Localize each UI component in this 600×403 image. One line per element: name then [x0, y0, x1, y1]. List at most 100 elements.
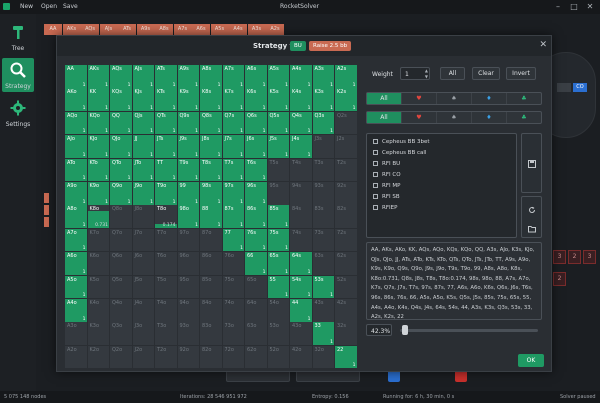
hand-cell[interactable]: TT 1 [155, 158, 177, 182]
hand-cell[interactable]: 94s [290, 182, 312, 205]
hand-cell[interactable]: JTs 1 [155, 135, 177, 158]
checkbox-icon[interactable] [373, 205, 378, 210]
spin-down-icon[interactable]: ▼ [424, 74, 428, 79]
hand-cell[interactable]: 82s [335, 205, 357, 228]
hand-list-text[interactable]: AA, AKs, AKo, KK, AQs, AQo, KQs, KQo, QQ… [366, 242, 542, 320]
hand-cell[interactable]: T6s 1 [245, 158, 267, 182]
hand-cell[interactable]: AQs 1 [110, 65, 132, 88]
hand-cell[interactable]: 92s [335, 182, 357, 205]
hand-cell[interactable]: Q8o [110, 205, 132, 228]
checkbox-icon[interactable] [373, 194, 378, 199]
hand-cell[interactable]: T4o [155, 299, 177, 322]
hand-cell[interactable]: 95o [177, 275, 199, 299]
hand-cell[interactable]: T7s 1 [222, 158, 244, 182]
hand-cell[interactable]: J8s 1 [200, 135, 222, 158]
hand-cell[interactable]: 63s [312, 252, 334, 275]
checkbox-icon[interactable] [373, 150, 378, 155]
hand-cell[interactable]: 44 1 [290, 299, 312, 322]
hand-cell[interactable]: A7o 1 [65, 228, 87, 252]
preset-item[interactable]: RFI BU [373, 161, 400, 167]
hand-cell[interactable]: K4s 1 [290, 88, 312, 111]
preset-item[interactable]: Cepheus BB call [373, 150, 426, 156]
hand-cell[interactable]: 73o [222, 322, 244, 345]
hand-cell[interactable]: K2s 1 [335, 88, 357, 111]
hand-cell[interactable]: A3o [65, 322, 87, 345]
hand-cell[interactable]: Q7o [110, 228, 132, 252]
nav-tree[interactable]: Tree [2, 20, 34, 54]
hand-cell[interactable]: K8o 0.731 [87, 205, 109, 228]
hand-cell[interactable]: 98s 1 [200, 182, 222, 205]
hand-cell[interactable]: 76o [222, 252, 244, 275]
hand-cell[interactable]: AKo 1 [65, 88, 87, 111]
hand-cell[interactable]: 85s 1 [267, 205, 289, 228]
hand-cell[interactable]: K5o [87, 275, 109, 299]
hand-cell[interactable]: K9o 1 [87, 182, 109, 205]
suit-all-button[interactable]: All [367, 93, 402, 104]
hand-cell[interactable]: 43s [312, 299, 334, 322]
hand-cell[interactable]: A5o 1 [65, 275, 87, 299]
weight-input[interactable]: 1 ▲ ▼ [400, 67, 430, 80]
hand-cell[interactable]: T7o [155, 228, 177, 252]
hand-cell[interactable]: Q7s 1 [222, 111, 244, 135]
hand-cell[interactable]: KJo 1 [87, 135, 109, 158]
hand-cell[interactable]: 82o [200, 345, 222, 369]
hand-cell[interactable]: QJs 1 [132, 111, 154, 135]
hand-cell[interactable]: 75o [222, 275, 244, 299]
hand-cell[interactable]: JTo 1 [132, 158, 154, 182]
hand-cell[interactable]: 97o [177, 228, 199, 252]
hand-cell[interactable]: T8s 1 [200, 158, 222, 182]
percent-field[interactable]: 42.3% [366, 324, 392, 336]
hand-cell[interactable]: T2o [155, 345, 177, 369]
hand-cell[interactable]: QTs 1 [155, 111, 177, 135]
hand-cell[interactable]: AJo 1 [65, 135, 87, 158]
hand-cell[interactable]: 98o 1 [177, 205, 199, 228]
hand-cell[interactable]: J3s [312, 135, 334, 158]
hand-cell[interactable]: AA 1 [65, 65, 87, 88]
hand-cell[interactable]: 54s 1 [290, 275, 312, 299]
preset-list[interactable]: Cepheus BB 3bet Cepheus BB call RFI BU RFI … [366, 133, 517, 238]
spade-icon[interactable]: ♠ [437, 112, 472, 123]
hand-cell[interactable]: Q5o [110, 275, 132, 299]
hand-cell[interactable]: T8o 0.174 [155, 205, 177, 228]
hand-cell[interactable]: 96o [177, 252, 199, 275]
hand-cell[interactable]: 92o [177, 345, 199, 369]
menu-open[interactable]: Open [41, 3, 58, 10]
checkbox-icon[interactable] [373, 139, 378, 144]
hand-cell[interactable]: J6o [132, 252, 154, 275]
hand-cell[interactable]: KTs 1 [155, 88, 177, 111]
hand-cell[interactable]: AKs 1 [87, 65, 109, 88]
hand-cell[interactable]: 42s [335, 299, 357, 322]
hand-cell[interactable]: 83o [200, 322, 222, 345]
hand-cell[interactable]: A5s 1 [267, 65, 289, 88]
select-all-button[interactable]: All [440, 67, 465, 80]
hand-cell[interactable]: T5o [155, 275, 177, 299]
hand-cell[interactable]: 94o [177, 299, 199, 322]
hand-cell[interactable]: KQo 1 [87, 111, 109, 135]
hand-cell[interactable]: 63o [245, 322, 267, 345]
preset-item[interactable]: RFI SB [373, 194, 400, 200]
hand-cell[interactable]: 53s 1 [312, 275, 334, 299]
hand-cell[interactable]: J9o 1 [132, 182, 154, 205]
hand-cell[interactable]: J5s 1 [267, 135, 289, 158]
menu-new[interactable]: New [20, 3, 34, 10]
hand-cell[interactable]: J4o [132, 299, 154, 322]
hand-cell[interactable]: T3o [155, 322, 177, 345]
hand-cell[interactable]: T5s [267, 158, 289, 182]
hand-cell[interactable]: A6s 1 [245, 65, 267, 88]
hand-cell[interactable]: 62s [335, 252, 357, 275]
hand-cell[interactable]: Q3s 1 [312, 111, 334, 135]
hand-cell[interactable]: 93o [177, 322, 199, 345]
hand-cell[interactable]: K6o [87, 252, 109, 275]
hand-cell[interactable]: Q6s 1 [245, 111, 267, 135]
hand-cell[interactable]: 62o [245, 345, 267, 369]
diamond-icon[interactable]: ♦ [472, 93, 507, 104]
hand-cell[interactable]: AJs 1 [132, 65, 154, 88]
menu-save[interactable]: Save [63, 3, 78, 10]
hand-cell[interactable]: KTo 1 [87, 158, 109, 182]
checkbox-icon[interactable] [373, 161, 378, 166]
hand-cell[interactable]: J4s 1 [290, 135, 312, 158]
hand-cell[interactable]: 72s [335, 228, 357, 252]
hand-cell[interactable]: AQo 1 [65, 111, 87, 135]
hand-cell[interactable]: 33 1 [312, 322, 334, 345]
hand-cell[interactable]: 84s [290, 205, 312, 228]
